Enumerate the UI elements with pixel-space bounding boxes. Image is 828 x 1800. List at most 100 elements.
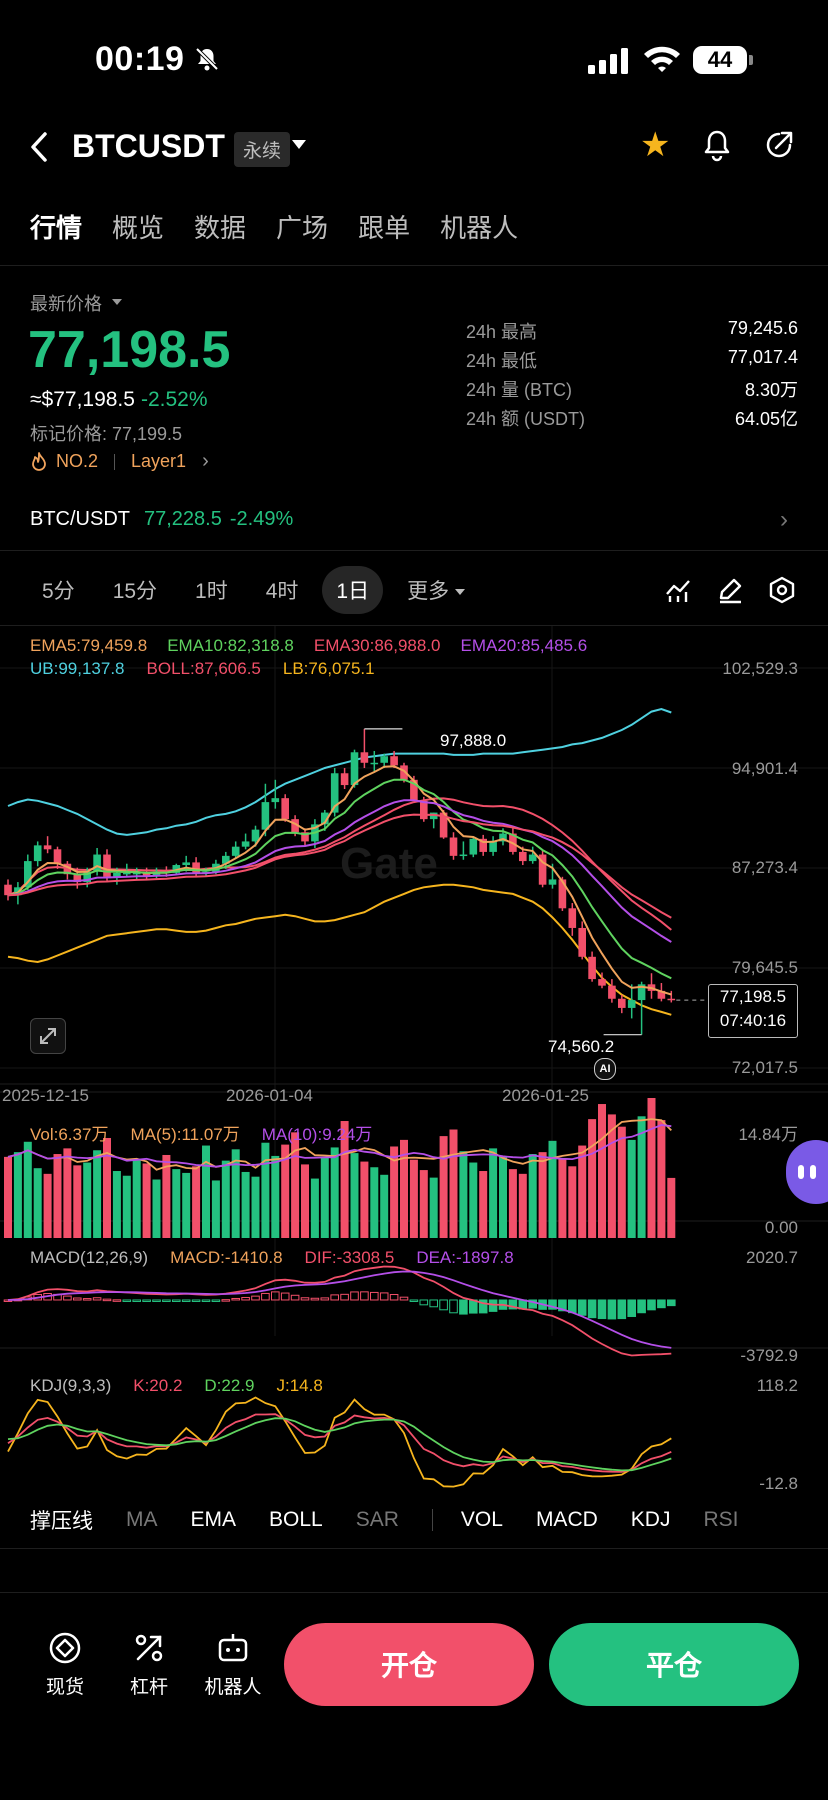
tab-data[interactable]: 数据 (194, 213, 247, 243)
indicator-support-resistance[interactable]: 撑压线 (30, 1510, 93, 1533)
volume-bar (647, 1098, 656, 1238)
indicator-ema[interactable]: EMA (190, 1508, 237, 1531)
back-icon[interactable] (28, 130, 50, 173)
interval-more[interactable]: 更多 (393, 566, 479, 614)
candle-body (231, 846, 240, 856)
assistant-float-button[interactable] (786, 1140, 828, 1204)
share-icon[interactable] (762, 128, 796, 162)
boll-upper-line (7, 707, 672, 836)
chevron-right-icon: › (202, 450, 209, 472)
kline-chart[interactable]: Gate (0, 626, 828, 1506)
draw-pencil-icon[interactable] (716, 576, 744, 604)
interval-1d[interactable]: 1日 (322, 566, 384, 614)
macd-bar (290, 1294, 300, 1301)
candle-body (24, 861, 32, 888)
indicator-boll[interactable]: BOLL (269, 1508, 323, 1531)
volume-bar (310, 1178, 319, 1238)
chart-settings-icon[interactable] (768, 576, 796, 604)
volume-bar (103, 1138, 111, 1238)
margin-nav-button[interactable]: 杠杆 (122, 1630, 176, 1699)
legend-ema5: EMA5:79,459.8 (30, 636, 148, 655)
interval-4h[interactable]: 4时 (265, 580, 299, 603)
rank-row[interactable]: NO.2 Layer1 › (30, 450, 209, 473)
tab-overview[interactable]: 概览 (112, 213, 165, 243)
ema10-line (7, 778, 672, 980)
divider (0, 265, 828, 266)
volume-bar (251, 1176, 260, 1238)
chevron-down-icon (455, 589, 466, 596)
date-axis-label: 2026-01-25 (502, 1086, 589, 1105)
price-axis-label: 94,901.4 (731, 759, 798, 778)
spot-pair-name: BTC/USDT (30, 508, 130, 530)
ema-lines (7, 765, 672, 996)
mark-price: 标记价格: 77,199.5 (30, 424, 183, 444)
volume-bar (33, 1168, 42, 1238)
boll-lower-line (7, 883, 672, 1016)
spot-pair-row[interactable]: BTC/USDT 77,228.5 -2.49% (30, 508, 293, 531)
indicator-sar[interactable]: SAR (355, 1508, 399, 1531)
tab-bots[interactable]: 机器人 (440, 213, 519, 243)
macd-bar (261, 1292, 270, 1301)
interval-15m[interactable]: 15分 (112, 580, 158, 603)
volume-bar (637, 1116, 646, 1238)
candle-body (53, 849, 62, 864)
macd-bar (191, 1299, 201, 1302)
macd-bar (449, 1299, 458, 1314)
spot-nav-button[interactable]: 现货 (38, 1630, 92, 1699)
indicator-ma[interactable]: MA (126, 1508, 158, 1531)
macd-bar (181, 1299, 191, 1302)
volume-bar (152, 1179, 161, 1238)
bots-nav-button[interactable]: 机器人 (202, 1630, 264, 1699)
volume-bar (320, 1157, 329, 1238)
legend-vol-ma10: MA(10):9.24万 (261, 1125, 373, 1144)
macd-bar (607, 1299, 617, 1320)
ema20-line (7, 799, 672, 943)
price-type-dropdown-icon[interactable] (112, 299, 122, 305)
macd-bar (350, 1291, 359, 1301)
macd-bar (429, 1299, 438, 1308)
volume-bar (499, 1156, 507, 1238)
indicator-vol[interactable]: VOL (460, 1508, 503, 1531)
volume-bar (578, 1145, 587, 1238)
volume-bar (281, 1144, 290, 1238)
chart-grid (0, 626, 828, 1349)
macd-bar (439, 1299, 448, 1311)
volume-bar (370, 1167, 379, 1238)
latest-price-label[interactable]: 最新价格 (30, 294, 102, 314)
open-position-button[interactable]: 开仓 (284, 1623, 534, 1706)
favorite-star-icon[interactable]: ★ (640, 126, 671, 164)
tab-square[interactable]: 广场 (276, 213, 329, 243)
indicator-separator (431, 1509, 433, 1531)
chevron-right-icon[interactable]: › (780, 506, 788, 533)
ai-badge[interactable]: AI (594, 1058, 616, 1080)
kdj-lines (7, 1396, 672, 1488)
tab-copy-trading[interactable]: 跟单 (358, 213, 411, 243)
volume-axis-label: 0.00 (764, 1218, 798, 1237)
symbol-dropdown-icon[interactable] (292, 140, 306, 149)
candle-body (291, 819, 299, 833)
macd-bar (459, 1299, 468, 1315)
battery-indicator: 44 (693, 46, 747, 74)
candle-body (321, 812, 329, 825)
legend-ema10: EMA10:82,318.8 (167, 636, 294, 655)
macd-bar (548, 1299, 557, 1310)
candle-body (261, 802, 270, 830)
macd-bar (63, 1295, 72, 1301)
macd-bar (617, 1299, 627, 1320)
candle-body (558, 879, 567, 909)
symbol-title[interactable]: BTCUSDT (72, 128, 225, 164)
macd-bar (330, 1294, 339, 1301)
indicator-kdj[interactable]: KDJ (630, 1508, 671, 1531)
macd-axis-label: -3792.9 (740, 1346, 798, 1365)
tab-market[interactable]: 行情 (30, 213, 83, 243)
interval-5m[interactable]: 5分 (42, 580, 75, 603)
indicator-rsi[interactable]: RSI (703, 1508, 739, 1531)
close-position-button[interactable]: 平仓 (549, 1623, 799, 1706)
indicator-macd[interactable]: MACD (535, 1508, 598, 1531)
fullscreen-button[interactable] (30, 1018, 66, 1054)
volume-bar (558, 1158, 567, 1238)
indicator-chart-icon[interactable] (664, 576, 692, 604)
alert-bell-icon[interactable] (700, 128, 734, 162)
kdj-k-line (7, 1413, 672, 1473)
interval-1h[interactable]: 1时 (195, 580, 228, 603)
